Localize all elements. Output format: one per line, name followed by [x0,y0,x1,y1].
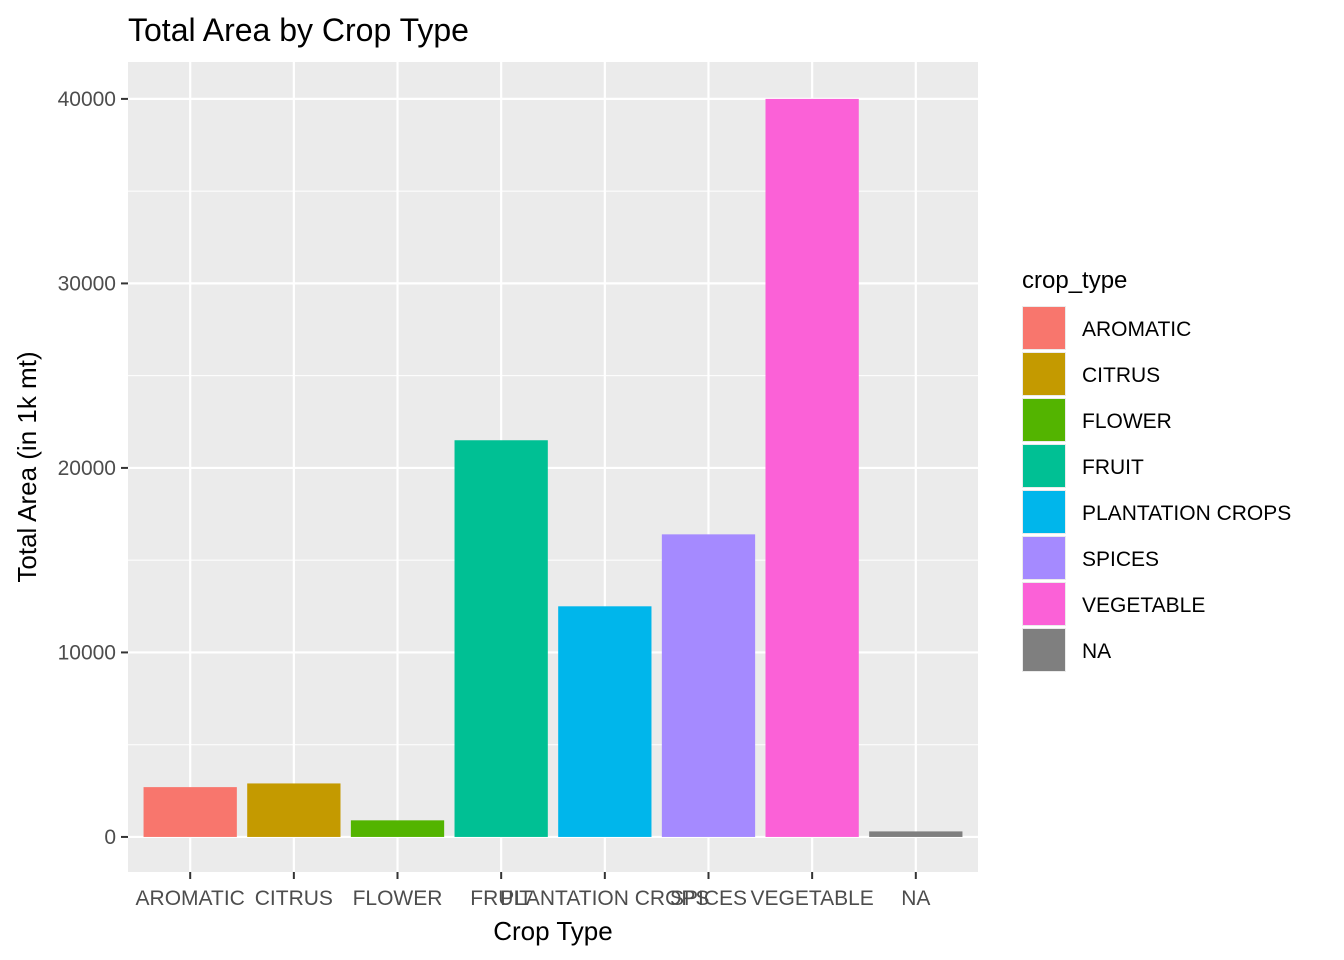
bar-spices [661,534,756,837]
x-tick-label: CITRUS [255,887,333,910]
y-tick-label: 20000 [58,457,116,480]
legend-label: VEGETABLE [1082,594,1205,617]
legend-key-swatch [1023,445,1065,487]
legend-label: SPICES [1082,548,1159,571]
legend-key-swatch [1023,629,1065,671]
legend-label: NA [1082,640,1111,663]
bar-flower [350,820,445,837]
legend-label: PLANTATION CROPS [1082,502,1291,525]
y-tick-label: 0 [104,826,116,849]
legend: crop_type AROMATIC CITRUS FLOWER FRUIT PLANT… [1022,267,1291,672]
y-tick-label: 40000 [58,88,116,111]
bar-fruit [454,440,548,837]
x-tick-label: FRUIT [470,887,532,910]
x-tick-label: PLANTATION CROPS [500,887,709,910]
y-axis-title: Total Area (in 1k mt) [12,351,42,582]
legend-key-swatch [1023,307,1065,349]
x-axis-title: Crop Type [493,916,612,946]
bar-vegetable [765,98,859,837]
legend-key-swatch [1023,537,1065,579]
legend-label: CITRUS [1082,364,1160,387]
grid-layer [128,62,978,872]
legend-label: FLOWER [1082,410,1172,433]
bars-layer [143,98,963,837]
legend-key-swatch [1023,491,1065,533]
x-tick-label: SPICES [670,887,747,910]
x-tick-label: NA [901,887,930,910]
x-tick-label: VEGETABLE [750,887,873,910]
x-tick-label: AROMATIC [136,887,245,910]
y-tick-label: 10000 [58,641,116,664]
x-tick-label: FLOWER [353,887,443,910]
bar-citrus [247,783,341,837]
legend-title: crop_type [1022,267,1127,294]
legend-key-swatch [1023,399,1065,441]
legend-key-swatch [1023,353,1065,395]
legend-key-swatch [1023,583,1065,625]
y-axis: 0 10000 20000 30000 40000 [58,88,128,849]
bar-aromatic [143,787,237,837]
chart-title: Total Area by Crop Type [128,12,469,48]
legend-label: FRUIT [1082,456,1144,479]
bar-plantation-crops [558,606,652,837]
legend-items: AROMATIC CITRUS FLOWER FRUIT PLANTATION CROP… [1022,306,1291,672]
bar-na [869,831,963,837]
y-tick-label: 30000 [58,272,116,295]
legend-label: AROMATIC [1082,318,1191,341]
